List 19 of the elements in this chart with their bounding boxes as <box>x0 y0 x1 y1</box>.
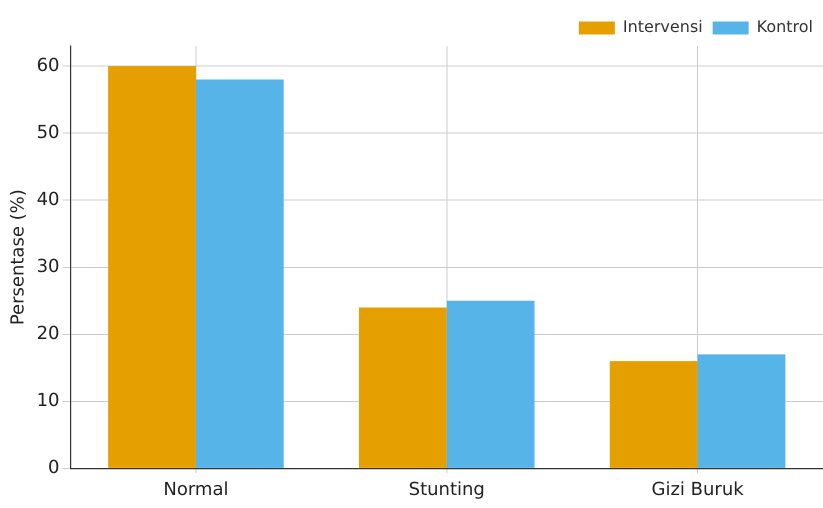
y-tick-label: 20 <box>36 322 60 344</box>
legend-label: Intervensi <box>622 17 703 36</box>
y-tick-label: 50 <box>36 122 60 143</box>
y-tick-label: 60 <box>36 54 60 76</box>
legend-label: Kontrol <box>756 17 813 36</box>
x-tick-label: Stunting <box>408 478 485 500</box>
bar <box>358 307 447 468</box>
y-tick-label: 30 <box>36 256 60 277</box>
bar <box>698 354 786 468</box>
bar <box>108 66 196 468</box>
x-tick-label: Normal <box>163 478 228 500</box>
y-tick-label: 0 <box>48 457 60 478</box>
y-tick-label: 10 <box>36 390 60 412</box>
bar <box>446 300 535 468</box>
x-tick-label: Gizi Buruk <box>652 478 744 500</box>
y-tick-label: 40 <box>36 188 60 210</box>
y-axis-title: Persentase (%) <box>7 189 28 326</box>
bar <box>610 361 698 468</box>
bar <box>196 80 284 468</box>
